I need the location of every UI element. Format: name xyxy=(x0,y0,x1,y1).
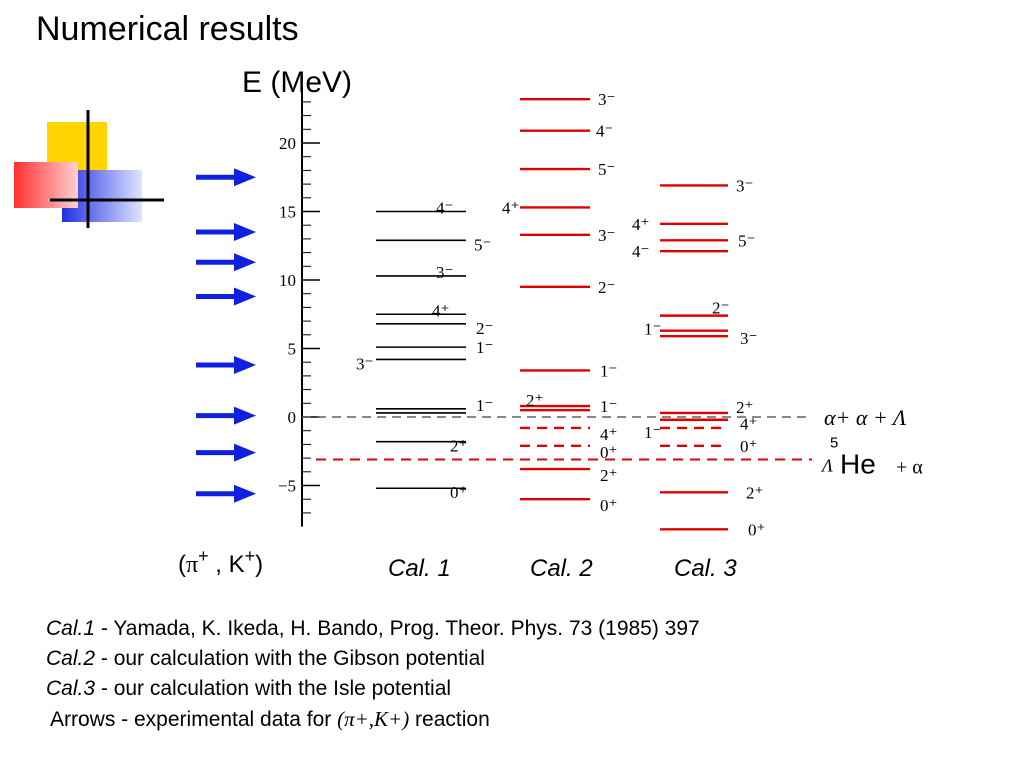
energy-level-label: 3⁻ xyxy=(740,329,757,348)
energy-level-label: 0⁺ xyxy=(748,520,765,539)
axis-label: E (MeV) xyxy=(242,66,352,99)
energy-level-label: 5⁻ xyxy=(598,160,615,179)
energy-level-label: 1⁻ xyxy=(476,338,493,357)
caption-line-1: Cal.1 - Yamada, K. Ikeda, H. Bando, Prog… xyxy=(46,617,700,640)
threshold-label-alpha-alpha-lambda: α+ α + Λ xyxy=(824,405,907,430)
axis-tick-label: 0 xyxy=(288,408,297,427)
experimental-arrow-head xyxy=(234,168,256,187)
threshold-lines: α+ α + Λ 5 Λ He + α xyxy=(302,405,923,479)
energy-level-label: 2⁺ xyxy=(450,437,467,456)
energy-level-label: 4⁻ xyxy=(436,199,453,218)
experimental-arrow-head xyxy=(234,287,256,306)
axis-tick-label: 20 xyxy=(279,134,296,153)
energy-level-label: 1⁻ xyxy=(644,320,661,339)
threshold-label-mass: 5 xyxy=(830,434,838,451)
energy-level-label: 4⁺ xyxy=(600,425,617,444)
energy-level-label: 4⁺ xyxy=(502,198,519,217)
column-name: Cal. 3 xyxy=(674,555,737,582)
energy-level-label: 0⁺ xyxy=(600,443,617,462)
energy-level-label: 5⁻ xyxy=(474,235,491,254)
experimental-arrow-head xyxy=(234,484,256,503)
threshold-label-lambda: Λ xyxy=(820,455,833,475)
caption-line-4: Arrows - experimental data for (π+,K+) r… xyxy=(50,707,490,731)
energy-level-label: 2⁺ xyxy=(526,391,543,410)
energy-level-label: 2⁺ xyxy=(746,483,763,502)
energy-level-label: 4⁻ xyxy=(596,122,613,141)
energy-level-label: 2⁻ xyxy=(476,319,493,338)
experimental-arrow-head xyxy=(234,223,256,242)
energy-level-label: 4⁺ xyxy=(740,415,757,434)
corner-decoration xyxy=(14,110,164,228)
energy-level-label: 2⁻ xyxy=(712,299,729,318)
experimental-arrows: (π+ , K+) xyxy=(178,168,263,578)
caption-line-2: Cal.2 - our calculation with the Gibson … xyxy=(46,647,485,670)
axis-tick-label: 10 xyxy=(279,271,296,290)
energy-level-label: 2⁺ xyxy=(736,398,753,417)
energy-level-label: 4⁺ xyxy=(632,215,649,234)
experimental-arrow-head xyxy=(234,253,256,272)
energy-level-label: 1⁻ xyxy=(644,423,661,442)
axis-tick-label: −5 xyxy=(278,477,296,496)
level-scheme-diagram: 20 15 10 5 0 −5 E (MeV) (π+ , K+) α+ α + Λ 5 Λ He… xyxy=(178,66,923,582)
energy-level-label: 3⁻ xyxy=(436,263,453,282)
energy-level-label: 3⁻ xyxy=(736,176,753,195)
experimental-arrow-head xyxy=(234,443,256,462)
energy-level-label: 3⁻ xyxy=(356,354,373,373)
column-1: 4⁻5⁻3⁻4⁺2⁻1⁻3⁻1⁻2⁺0⁺Cal. 1 xyxy=(356,199,493,583)
energy-level-label: 0⁺ xyxy=(450,483,467,502)
experimental-arrow-head xyxy=(234,406,256,425)
threshold-label-he: He xyxy=(840,448,876,479)
caption-line-3: Cal.3 - our calculation with the Isle po… xyxy=(46,677,452,700)
page-title: Numerical results xyxy=(36,10,299,48)
energy-level-label: 2⁻ xyxy=(598,278,615,297)
energy-level-label: 4⁻ xyxy=(632,242,649,261)
energy-level-label: 4⁺ xyxy=(432,301,449,320)
energy-level-label: 3⁻ xyxy=(598,90,615,109)
threshold-label-rest: + α xyxy=(896,456,923,478)
energy-level-label: 1⁻ xyxy=(476,396,493,415)
axis-tick-label: 5 xyxy=(288,340,297,359)
caption: Cal.1 - Yamada, K. Ikeda, H. Bando, Prog… xyxy=(46,614,700,735)
calculation-columns: 4⁻5⁻3⁻4⁺2⁻1⁻3⁻1⁻2⁺0⁺Cal. 13⁻4⁻5⁻4⁺3⁻2⁻1⁻… xyxy=(356,90,765,582)
reaction-label: (π+ , K+) xyxy=(178,546,263,578)
energy-level-label: 5⁻ xyxy=(738,231,755,250)
column-name: Cal. 2 xyxy=(530,555,593,582)
energy-level-label: 0⁺ xyxy=(600,496,617,515)
energy-level-label: 2⁺ xyxy=(600,466,617,485)
energy-level-label: 0⁺ xyxy=(740,437,757,456)
energy-level-label: 1⁻ xyxy=(600,361,617,380)
column-name: Cal. 1 xyxy=(388,555,451,582)
experimental-arrow-head xyxy=(234,355,256,374)
column-3: 3⁻4⁺5⁻4⁻2⁻1⁻ 3⁻2⁺4⁺1⁻0⁺2⁺0⁺Cal. 3 xyxy=(632,176,765,582)
column-2: 3⁻4⁻5⁻4⁺3⁻2⁻1⁻2⁺ 1⁻4⁺0⁺2⁺0⁺Cal. 2 xyxy=(502,90,617,582)
energy-level-label: 3⁻ xyxy=(598,226,615,245)
energy-axis: 20 15 10 5 0 −5 E (MeV) xyxy=(242,66,352,527)
energy-level-label: 1⁻ xyxy=(600,397,617,416)
axis-tick-label: 15 xyxy=(279,203,296,222)
